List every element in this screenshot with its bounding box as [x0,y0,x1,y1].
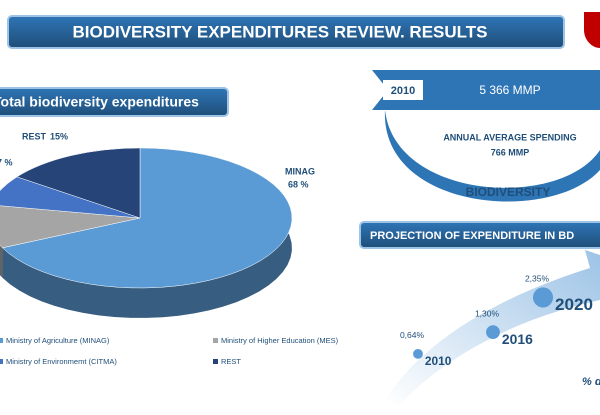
header-banner [7,15,565,49]
arc [384,110,600,202]
point [532,287,554,308]
slice-value: 15% [50,131,68,141]
year-label: 2020 [555,295,593,314]
year-box [383,80,423,100]
legend-label: Ministry of Agriculture (MINAG) [6,336,110,345]
legend-swatch [0,359,3,364]
point-label: 0,64% [400,330,425,340]
year-label: 2016 [502,331,533,347]
point [486,325,500,339]
pie-title: Total biodiversity expenditures [0,94,199,110]
start-year: 2010 [391,85,415,97]
caption: BIODIVERSITY [466,185,551,199]
ribbon [372,70,600,110]
section-banner [359,221,600,249]
legend-label: REST [221,357,241,366]
legend-swatch [213,338,218,343]
slice-label: MINAG [285,166,315,176]
legend-swatch [213,359,218,364]
point-label: 2,35% [525,274,550,284]
average-label: ANNUAL AVERAGE SPENDING [443,132,576,142]
note: % de [582,376,600,388]
legend-label: Ministry of Higher Education (MES) [221,336,339,345]
slice-side [0,245,3,278]
slice-label: REST [22,131,47,141]
point [413,348,423,359]
projection-points: 0,64% 2010 1,30% 2016 2,35% 2020 [400,274,593,368]
header-title: BIODIVERSITY EXPENDITURES REVIEW. RESULT… [73,22,488,41]
legend-label: Ministry of Environmemt (CITMA) [6,357,117,366]
projection-title: PROJECTION OF EXPENDITURE IN BD [370,230,574,242]
slice-value: 7 % [0,157,13,167]
legend-swatch [0,338,3,343]
logo [584,12,600,48]
slice [1,147,293,289]
total: 5 366 MMP [479,83,540,97]
point-label: 1,30% [475,308,500,318]
slice [16,147,141,219]
slice-value: 68 % [288,179,309,189]
legend: Ministry of Agriculture (MINAG) Ministry … [0,336,339,366]
section-banner [0,87,229,117]
year-label: 2010 [425,354,452,368]
slice [0,205,141,249]
average: 766 MMP [491,147,530,157]
